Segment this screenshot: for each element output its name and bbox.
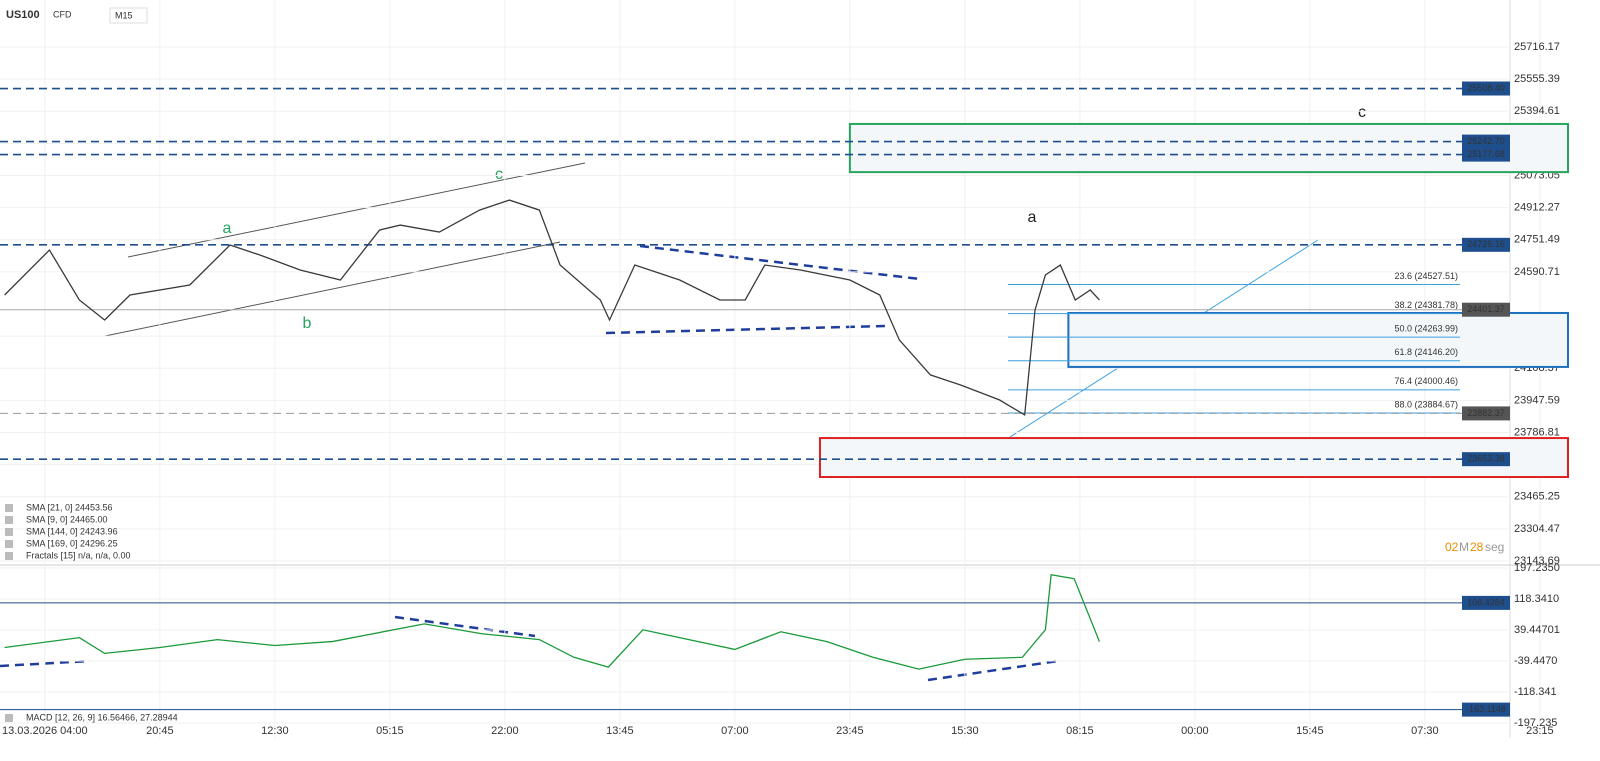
wave-label: a [223,220,232,237]
zone [1067,311,1569,368]
y-tick-label: 24912.27 [1514,202,1560,214]
price-label-box [1462,595,1510,610]
symbol[interactable]: US100 [6,9,40,21]
trend-line [605,324,886,335]
legend-entry: SMA [169, 0] 24296.25 [26,538,118,548]
x-tick-label: 22:00 [491,725,519,737]
fib-label: 38.2 (24381.78) [1394,300,1458,310]
price-label-box [1462,147,1510,162]
y-tick-label: -118.341 [1514,686,1557,698]
y-tick-label: 118.3410 [1514,593,1559,605]
x-tick-label: 13:45 [606,725,634,737]
x-tick-label: 07:30 [1411,725,1439,737]
legend-icon [5,540,13,548]
price-label: 25242.70 [1467,136,1505,146]
price-label: 108.4284 [1467,597,1505,607]
trend-line [639,244,921,281]
zone [818,437,1569,479]
price-label: -163.1148 [1466,704,1506,714]
y-tick-label: -39.4470 [1514,655,1557,667]
countdown-unit: seg [1485,540,1504,554]
y-tick-label: 23304.47 [1514,523,1560,535]
y-tick-label: 23947.59 [1514,394,1560,406]
x-tick-label: 00:00 [1181,725,1209,737]
y-tick-label: 23143.69 [1514,555,1560,567]
legend-icon [5,528,13,536]
price-label-box [1462,134,1510,149]
x-tick-label: 23:45 [836,725,864,737]
x-tick-label: 12:30 [261,725,289,737]
price-label-box [1462,452,1510,467]
fib-label: 61.8 (24146.20) [1394,347,1458,357]
trend-line [927,659,1059,682]
y-tick-label: -197.235 [1514,717,1557,729]
y-tick-label: 39.44701 [1514,624,1560,636]
wave-label: a [1028,209,1037,226]
y-tick-label: 24751.49 [1514,234,1560,246]
x-tick-label: 05:15 [376,725,404,737]
y-tick-label: 23465.25 [1514,491,1560,503]
legend-icon [5,714,13,722]
y-tick-label: 197.2350 [1514,562,1560,574]
x-tick-label: 13.03.2026 04:00 [2,725,88,737]
y-tick-label: 25394.61 [1514,105,1560,117]
x-tick-label: 15:45 [1296,725,1324,737]
price-label-box [1462,406,1510,421]
price-label: 23653.38 [1467,454,1505,464]
legend-entry: SMA [21, 0] 24453.56 [26,502,113,512]
x-tick-label: 23:15 [1526,725,1554,737]
legend-entry: Fractals [15] n/a, n/a, 0.00 [26,550,131,560]
y-tick-label: 25555.39 [1514,73,1560,85]
wave-label: b [303,315,312,332]
countdown-seconds: 28 [1470,540,1484,554]
fib-label: 50.0 (24263.99) [1394,324,1458,334]
countdown-minutes: 02 [1445,540,1459,554]
price-label: 24726.16 [1467,239,1505,249]
legend-entry: SMA [9, 0] 24465.00 [26,514,108,524]
y-tick-label: 24590.71 [1514,266,1560,278]
channel-line [104,241,561,337]
price-label: 24401.37 [1467,304,1505,314]
fib-label: 76.4 (24000.46) [1394,376,1458,386]
countdown-unit: M [1459,540,1469,554]
x-tick-label: 20:45 [146,725,174,737]
legend-entry: SMA [144, 0] 24243.96 [26,526,118,536]
price-label-box [1462,702,1510,717]
x-tick-label: 07:00 [721,725,749,737]
legend-icon [5,516,13,524]
timeframe-box[interactable] [109,7,148,24]
timeframe[interactable]: M15 [115,10,133,20]
zone [848,122,1569,174]
wave-label: c [495,166,503,183]
legend-icon [5,504,13,512]
price-line [4,573,1101,670]
price-label-box [1462,81,1510,96]
price-label-box [1462,302,1510,317]
legend-entry: MACD [12, 26, 9] 16.56466, 27.28944 [26,712,178,722]
fib-label: 88.0 (23884.67) [1394,399,1458,409]
y-tick-label: 23786.81 [1514,426,1560,438]
legend-icon [5,552,13,560]
trend-line [394,615,536,638]
y-tick-label: 25716.17 [1514,41,1560,53]
wave-label: c [1358,104,1366,121]
price-label-box [1462,237,1510,252]
price-label: 25177.68 [1467,149,1505,159]
fib-label: 23.6 (24527.51) [1394,271,1458,281]
price-line [4,199,1100,416]
x-tick-label: 08:15 [1066,725,1094,737]
x-tick-label: 15:30 [951,725,979,737]
price-label: 25508.40 [1467,83,1505,93]
price-label: 23882.37 [1467,408,1505,418]
channel-line [127,162,586,258]
instrument: CFD [53,9,72,19]
